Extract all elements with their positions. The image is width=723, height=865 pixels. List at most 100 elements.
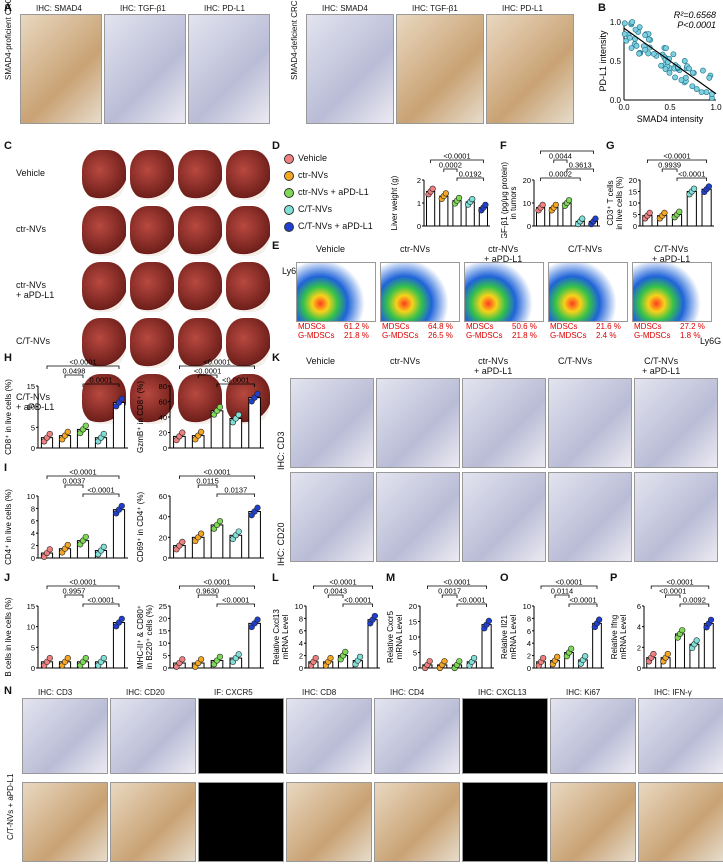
data-point (568, 645, 575, 652)
y-tick-label: 1 (417, 199, 421, 208)
panel-letter-b: B (598, 2, 606, 14)
panel-letter-m: M (386, 572, 396, 584)
panel-b-x-tick: 1.0 (710, 103, 722, 112)
panel-b-point (689, 69, 696, 76)
panel-k-image (548, 472, 632, 562)
panel-b-point (706, 74, 713, 81)
p-value-label: 0.9630 (196, 587, 219, 596)
y-tick-label: 10 (159, 639, 167, 648)
p-value-label: <0.0001 (344, 596, 371, 605)
panel-n-stain-label: IHC: Ki67 (566, 688, 601, 697)
p-value-label: 0.0498 (63, 367, 86, 376)
panel-a-right-image-0 (306, 14, 394, 124)
p-value-label: 0.0114 (551, 587, 573, 596)
data-point (646, 209, 653, 216)
panel-e-mdsc-label: MDSCs (550, 322, 578, 331)
bar (248, 622, 261, 669)
panel-b-xlabel: SMAD4 intensity (637, 114, 704, 124)
panel-c-row-label: ctr-NVs (16, 224, 46, 234)
panel-letter-o: O (500, 572, 509, 584)
panel-c-liver-image (130, 206, 174, 256)
data-point (485, 617, 492, 624)
panel-k-image (462, 472, 546, 562)
panel-c-row-label: C/T-NVs + aPD-L1 (16, 392, 55, 412)
data-point (179, 656, 186, 663)
panel-c-liver-image (130, 374, 174, 424)
panel-b-point (662, 66, 669, 72)
data-point (254, 504, 261, 511)
panel-c-row-label: C/T-NVs (16, 336, 51, 346)
panel-a-left-image-0 (20, 14, 102, 124)
panel-n-overview-image (22, 698, 108, 774)
p-value-label: <0.0001 (659, 587, 686, 596)
panel-b-point (632, 26, 639, 33)
y-axis-label: Relative Il21 (500, 614, 509, 659)
panel-n-stain-label: IF: CXCR5 (214, 688, 253, 697)
y-tick-label: 10 (409, 633, 417, 642)
data-point (216, 653, 224, 660)
y-tick-label: 25 (159, 602, 167, 611)
y-tick-label: 4 (637, 623, 641, 632)
panel-e-mdsc-value: 21.6 % (596, 322, 621, 331)
y-tick-label: 20 (159, 533, 167, 542)
p-value-label: 0.9939 (658, 161, 681, 170)
panel-c-liver-image (178, 262, 222, 312)
data-point (426, 658, 433, 665)
panel-letter-g: G (606, 140, 615, 152)
panel-b-point (689, 83, 696, 90)
data-point (552, 201, 559, 208)
panel-c-liver-image (130, 318, 174, 368)
y-tick-label: 0 (163, 444, 167, 453)
y-tick-label: 4 (527, 639, 531, 648)
panel-a-right-image-2 (486, 14, 574, 124)
panel-e-gmdsc-label: G-MDSCs (382, 331, 419, 340)
panel-e-group-label: ctr-NVs + aPD-L1 (484, 244, 523, 264)
y-tick-label: 60 (159, 398, 167, 407)
panel-b-point (621, 20, 628, 27)
legend-swatch (284, 170, 294, 181)
y-axis-label: mRNA Level (619, 615, 628, 660)
data-point (82, 422, 89, 429)
y-axis-label: B cells in live cells (%) (4, 597, 13, 676)
panel-e-flow-image (548, 262, 628, 322)
panel-letter-e: E (272, 240, 280, 252)
panel-letter-d: D (272, 140, 280, 152)
y-axis-label: Relative Cxcr5 (386, 610, 395, 663)
p-value-label: <0.0001 (329, 578, 356, 587)
panel-k-image (376, 472, 460, 562)
panel-k-col-label: ctr-NVs (390, 356, 420, 366)
data-point (482, 201, 489, 208)
panel-b-point (623, 37, 630, 44)
y-tick-label: 0 (413, 664, 417, 673)
data-point (179, 429, 186, 436)
panel-a-right-image-1 (396, 14, 484, 124)
p-value-label: <0.0001 (666, 578, 693, 587)
panel-e-mdsc-value: 61.2 % (344, 322, 369, 331)
legend-swatch (284, 221, 294, 232)
p-value-label: <0.0001 (222, 376, 249, 385)
panel-k-image (634, 472, 718, 562)
panel-n-zoom-image (550, 782, 636, 862)
y-tick-label: 2 (637, 643, 641, 652)
data-point (565, 197, 573, 204)
p-value-label: 0.0115 (196, 477, 218, 486)
legend-item: ctr-NVs + aPD-L1 (284, 184, 373, 201)
y-axis-label: CD4⁺ in live cells (%) (4, 489, 13, 565)
panel-b-point (708, 91, 715, 98)
panel-b-point (698, 89, 705, 95)
y-tick-label: 15 (27, 382, 35, 391)
p-value-label: <0.0001 (87, 596, 114, 605)
y-tick-label: 20 (629, 176, 637, 185)
panel-n-zoom-image (638, 782, 723, 862)
y-axis-label: Liver weight (g) (390, 175, 399, 230)
p-value-label: 0.0017 (438, 587, 461, 596)
data-point (371, 612, 378, 620)
data-point (540, 654, 547, 662)
panel-k-image (290, 378, 374, 468)
panel-n-stain-label: IHC: IFN-γ (654, 688, 692, 697)
data-point (650, 650, 657, 658)
y-tick-label: 0 (527, 222, 531, 231)
panel-n-zoom-image (374, 782, 460, 862)
